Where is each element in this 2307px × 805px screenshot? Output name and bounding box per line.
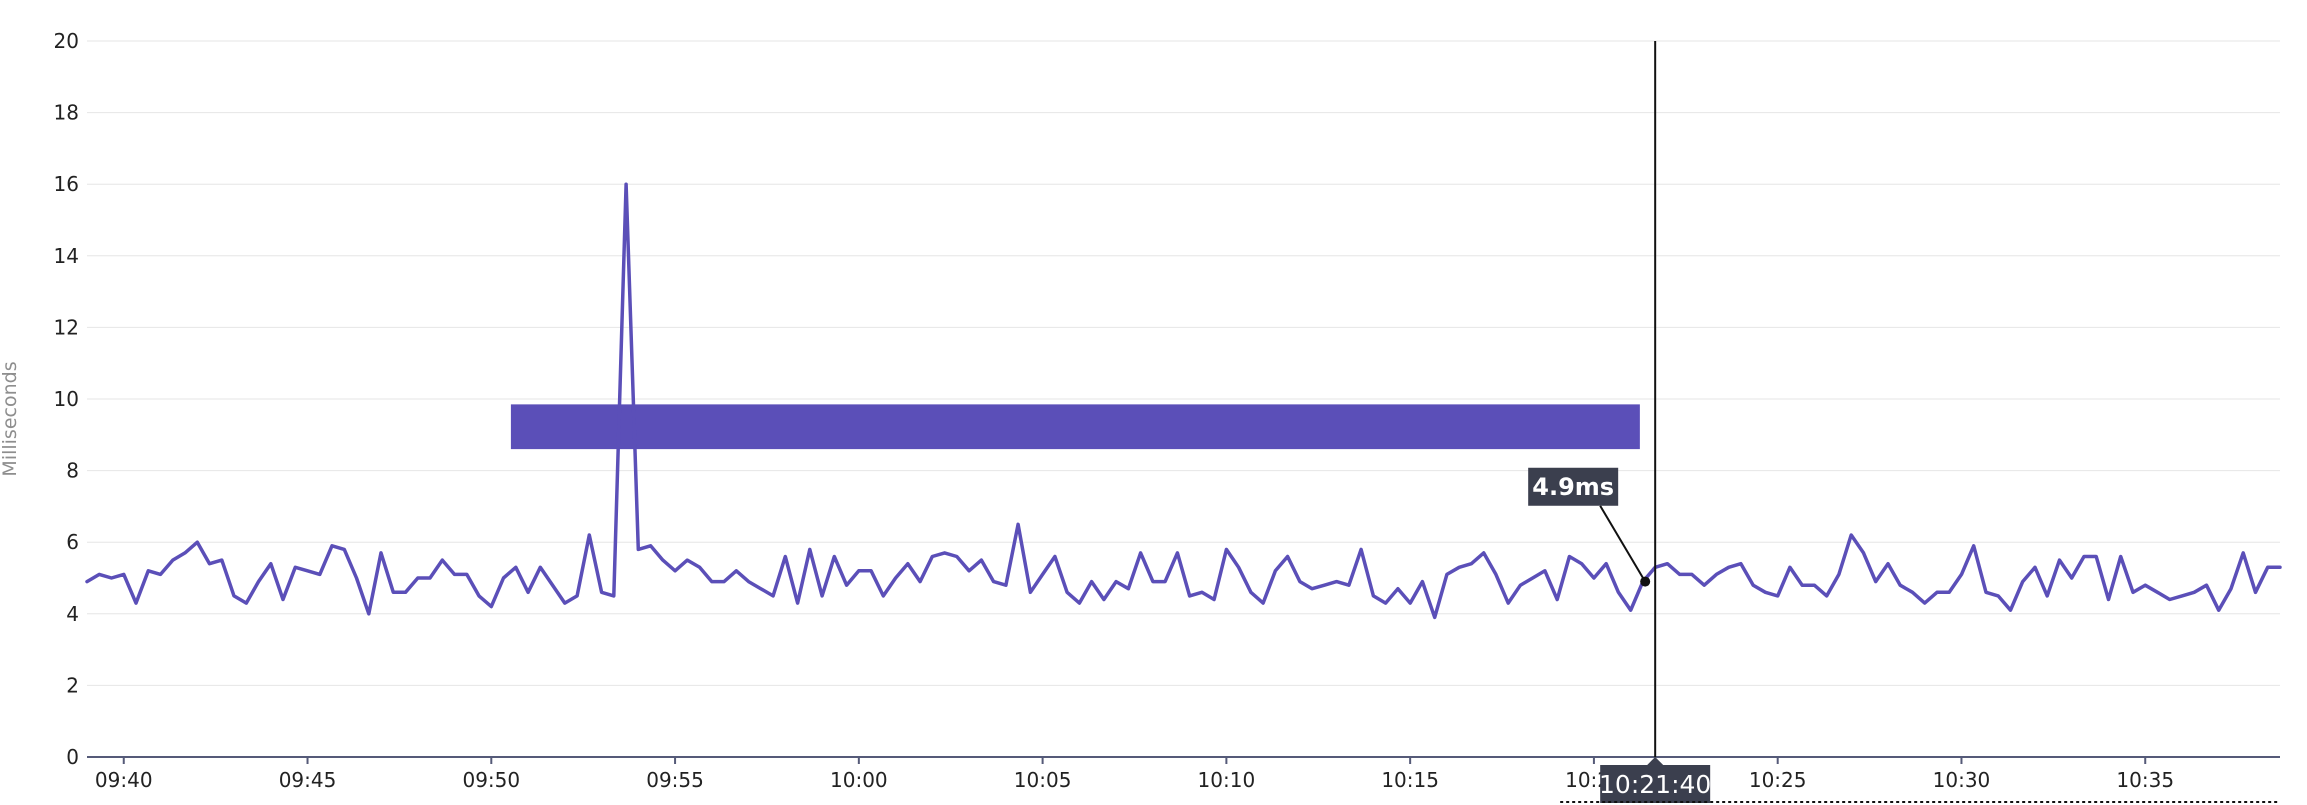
tooltip-box <box>1528 467 1619 506</box>
y-tick-label: 2 <box>66 673 79 697</box>
x-tick-label: 10:10 <box>1198 768 1256 792</box>
tooltip-value: 4.9ms <box>1532 473 1614 501</box>
crosshair-time-box <box>1600 765 1711 803</box>
y-tick-label: 6 <box>66 530 79 554</box>
hover-crosshair-layer: 4.9ms 10:21:40 <box>1528 41 2280 803</box>
y-tick-label: 20 <box>54 29 79 53</box>
series-line[interactable] <box>85 182 2282 620</box>
tooltip-connector <box>1599 505 1647 583</box>
y-tick-label: 8 <box>66 459 79 483</box>
y-tick-label: 16 <box>54 172 79 196</box>
hover-point-marker <box>1640 576 1651 587</box>
y-tick-label: 0 <box>66 745 79 769</box>
crosshair-time-label: 10:21:40 <box>1599 770 1711 799</box>
y-axis-title: Milliseconds <box>0 361 21 476</box>
series-layer[interactable] <box>85 182 2282 620</box>
x-tick-label: 10:00 <box>830 768 888 792</box>
y-tick-label: 10 <box>54 387 79 411</box>
x-tick-label: 10:05 <box>1014 768 1072 792</box>
time-label-pointer <box>1647 757 1664 765</box>
x-axis: 09:40 09:45 09:50 09:55 10:00 10:05 10:10 10:15… <box>87 756 2280 792</box>
x-tick-label: 09:45 <box>279 768 337 792</box>
y-tick-label: 4 <box>66 602 79 626</box>
highlight-bar <box>510 404 1640 450</box>
x-tick-label: 09:50 <box>462 768 520 792</box>
x-tick-label: 09:40 <box>95 768 153 792</box>
y-axis: 0 2 4 6 8 10 12 14 16 18 20 <box>54 29 79 769</box>
y-tick-label: 14 <box>54 244 79 268</box>
grid-lines <box>87 40 2280 686</box>
highlight-bar-layer <box>510 404 1640 450</box>
x-tick-label: 10:25 <box>1749 768 1807 792</box>
x-tick-label: 10:30 <box>1933 768 1991 792</box>
x-tick-label: 09:55 <box>646 768 704 792</box>
x-tick-label: 10:35 <box>2116 768 2174 792</box>
x-tick-label: 10:15 <box>1381 768 1439 792</box>
y-tick-label: 12 <box>54 315 79 339</box>
y-tick-label: 18 <box>54 101 79 125</box>
